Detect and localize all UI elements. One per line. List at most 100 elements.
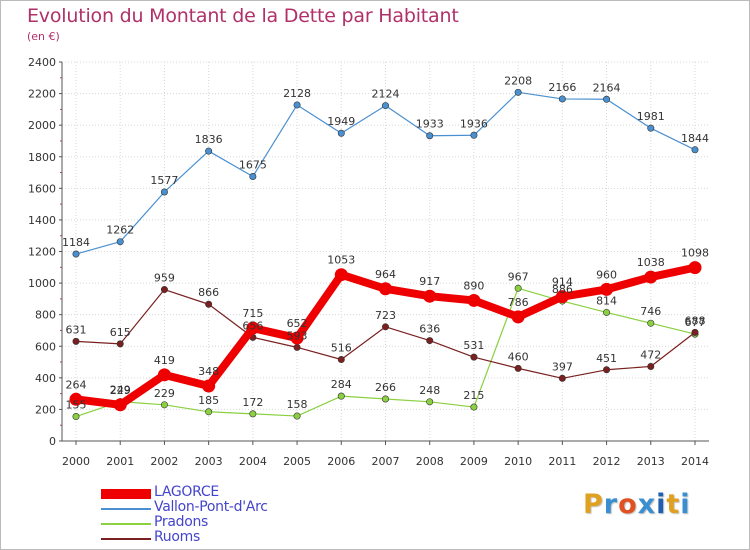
data-label: 593 (287, 329, 308, 342)
data-point (381, 323, 389, 331)
data-label: 615 (110, 326, 131, 339)
y-tick-label: 400 (35, 372, 56, 385)
data-label: 688 (685, 314, 706, 327)
legend-swatch (101, 538, 151, 540)
data-label: 516 (331, 342, 352, 355)
data-point (426, 337, 434, 345)
data-point (205, 300, 213, 308)
data-label: 1836 (195, 133, 223, 146)
data-label: 1053 (327, 254, 355, 267)
data-label: 866 (198, 286, 219, 299)
data-label: 348 (198, 365, 219, 378)
data-label: 1262 (106, 224, 134, 237)
data-label: 2128 (283, 87, 311, 100)
data-label: 1675 (239, 158, 267, 171)
x-tick-label: 2001 (106, 455, 134, 468)
data-point (160, 286, 168, 294)
x-tick-label: 2004 (239, 455, 267, 468)
data-point (691, 328, 699, 336)
data-label: 419 (154, 354, 175, 367)
data-point (467, 293, 481, 307)
data-point (470, 131, 478, 139)
data-point (603, 308, 611, 316)
data-point (69, 392, 83, 406)
data-label: 158 (287, 398, 308, 411)
data-label: 2166 (548, 81, 576, 94)
data-label: 631 (66, 323, 87, 336)
data-label: 531 (463, 339, 484, 352)
data-point (470, 403, 478, 411)
y-tick-label: 2400 (28, 56, 56, 69)
legend-label: LAGORCE (154, 484, 219, 500)
data-point (337, 392, 345, 400)
data-label: 1933 (416, 118, 444, 131)
logo-letter: i (656, 489, 667, 520)
data-point (555, 290, 569, 304)
y-tick-label: 1400 (28, 214, 56, 227)
data-point (246, 321, 260, 335)
x-tick-label: 2014 (681, 455, 709, 468)
data-label: 155 (66, 399, 87, 412)
data-label: 917 (419, 275, 440, 288)
data-label: 1038 (637, 256, 665, 269)
logo-letter: r (603, 489, 619, 520)
data-label: 890 (463, 279, 484, 292)
data-point (603, 366, 611, 374)
x-tick-label: 2011 (548, 455, 576, 468)
logo-letter: i (680, 489, 691, 520)
data-label: 1981 (637, 110, 665, 123)
data-point (514, 88, 522, 96)
data-label: 886 (552, 283, 573, 296)
x-tick-label: 2010 (504, 455, 532, 468)
data-point (379, 282, 392, 296)
data-point (426, 132, 434, 140)
data-point (72, 250, 80, 258)
x-tick-label: 2006 (327, 455, 355, 468)
data-label: 1936 (460, 117, 488, 130)
data-point (72, 413, 80, 421)
y-tick-label: 2000 (28, 119, 56, 132)
legend-swatch (101, 523, 151, 525)
data-label: 2208 (504, 74, 532, 87)
logo-letter: P (583, 489, 604, 520)
y-tick-label: 1200 (28, 246, 56, 259)
data-point (426, 398, 434, 406)
data-label: 914 (552, 276, 573, 289)
data-label: 2164 (593, 81, 621, 94)
legend-label: Pradons (154, 514, 209, 530)
data-label: 960 (596, 268, 617, 281)
x-tick-label: 2002 (150, 455, 178, 468)
data-point (514, 364, 522, 372)
data-label: 185 (198, 394, 219, 407)
data-label: 677 (685, 316, 706, 329)
data-label: 472 (640, 348, 661, 361)
data-point (647, 124, 655, 132)
y-tick-label: 2200 (28, 88, 56, 101)
legend-item: Pradons (101, 514, 361, 531)
data-label: 248 (419, 384, 440, 397)
data-label: 814 (596, 294, 617, 307)
data-label: 264 (66, 378, 87, 391)
proxiti-logo: Proxiti (583, 489, 691, 520)
data-label: 786 (508, 296, 529, 309)
data-point (337, 129, 345, 137)
data-point (72, 337, 80, 345)
data-point (337, 356, 345, 364)
y-tick-label: 0 (49, 435, 56, 448)
x-tick-label: 2007 (372, 455, 400, 468)
legend-item: LAGORCE (101, 484, 361, 501)
legend-item: Ruoms (101, 529, 361, 546)
data-label: 397 (552, 360, 573, 373)
logo-letter: x (637, 489, 657, 520)
legend-swatch (101, 508, 151, 510)
legend-swatch (101, 489, 151, 499)
data-label: 656 (242, 319, 263, 332)
legend-label: Vallon-Pont-d'Arc (154, 499, 268, 515)
legend-label: Ruoms (154, 529, 200, 545)
data-point (647, 362, 655, 370)
data-point (116, 340, 124, 348)
data-label: 1098 (681, 247, 709, 260)
data-point (691, 146, 699, 154)
x-tick-label: 2008 (416, 455, 444, 468)
